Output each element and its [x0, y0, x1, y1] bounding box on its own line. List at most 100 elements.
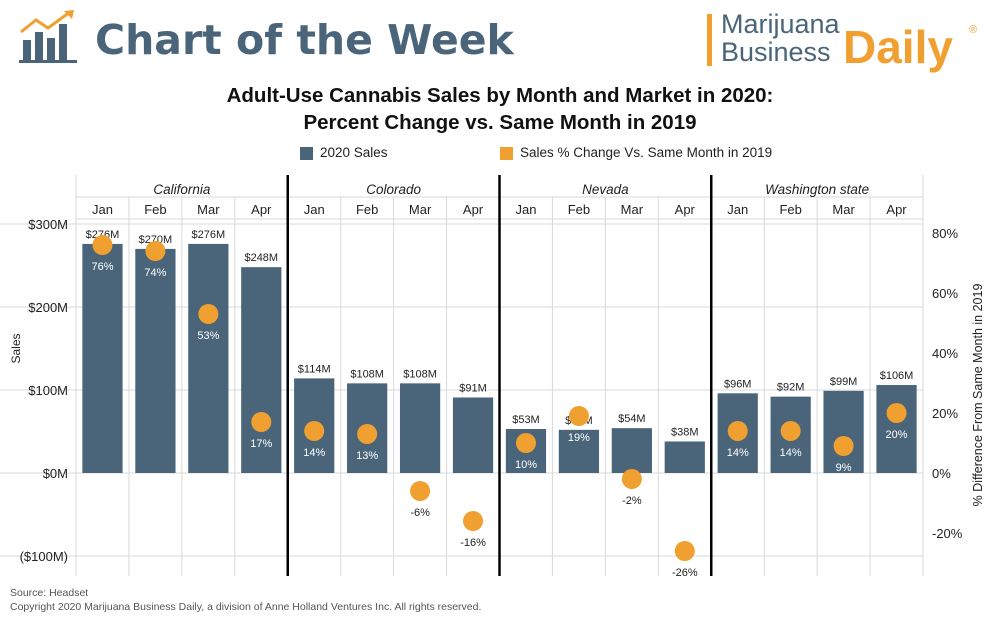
sales-value-label: $114M [298, 363, 331, 375]
pct-change-label: -26% [672, 567, 698, 579]
pct-change-label: 76% [91, 261, 113, 273]
pct-change-label: -2% [622, 495, 642, 507]
month-label: Apr [251, 202, 272, 217]
month-label: Mar [197, 202, 220, 217]
sales-bar [399, 383, 441, 473]
pct-change-label: 20% [886, 429, 908, 441]
sales-value-label: $38M [671, 426, 699, 438]
pct-change-label: 53% [197, 330, 219, 342]
pct-change-dot [251, 412, 272, 432]
month-label: Feb [779, 202, 801, 217]
sales-value-label: $106M [880, 370, 914, 382]
pct-change-label: 19% [568, 432, 590, 444]
sales-value-label: $54M [618, 413, 646, 425]
logo-accent-bar [707, 14, 712, 66]
sales-value-label: $270M [139, 234, 173, 246]
chart-title-line-1: Adult-Use Cannabis Sales by Month and Ma… [226, 84, 774, 107]
month-label: Mar [832, 202, 855, 217]
y-axis-title: Sales [9, 333, 23, 363]
sales-bar [664, 441, 705, 473]
sales-value-label: $99M [830, 376, 858, 388]
sales-bar [135, 248, 176, 473]
month-label: Jan [727, 202, 748, 217]
month-label: Mar [409, 202, 432, 217]
month-label: Jan [92, 202, 113, 217]
month-label: Mar [621, 202, 644, 217]
chart-of-the-week-title: Chart of the Week [95, 16, 514, 64]
pct-change-label: 14% [303, 447, 325, 459]
y2-tick-label: 60% [932, 286, 958, 301]
pct-change-dot [568, 406, 589, 426]
header: Chart of the Week Marijuana Business Dai… [0, 0, 1000, 80]
pct-change-dot [780, 421, 801, 441]
sales-value-label: $53M [512, 414, 540, 426]
y-tick-label: $300M [28, 217, 68, 232]
pct-change-label: 10% [515, 459, 537, 471]
month-label: Apr [886, 202, 907, 217]
registered-mark: ® [969, 24, 978, 36]
pct-change-label: 9% [836, 462, 852, 474]
chart-title: Adult-Use Cannabis Sales by Month and Ma… [0, 82, 1000, 136]
y2-axis-title: % Difference From Same Month in 2019 [971, 284, 985, 507]
y2-tick-label: 40% [932, 346, 958, 361]
sales-value-label: $96M [724, 378, 752, 390]
sales-bar [82, 243, 123, 473]
y-tick-label: ($100M) [20, 549, 68, 564]
pct-change-dot [304, 421, 325, 441]
pct-change-dot [357, 424, 378, 444]
market-label: California [153, 182, 211, 197]
pct-change-dot [886, 403, 907, 423]
logo-word-business: Business [721, 37, 831, 67]
sales-value-label: $108M [403, 368, 437, 380]
sales-value-label: $92M [777, 382, 805, 394]
legend-swatch-pct [500, 147, 513, 160]
pct-change-label: 13% [356, 450, 378, 462]
y2-tick-label: 80% [932, 226, 958, 241]
pct-change-label: -6% [410, 507, 430, 519]
pct-change-dot [198, 304, 219, 324]
copyright-note: Copyright 2020 Marijuana Business Daily,… [10, 601, 482, 613]
y2-tick-label: -20% [932, 526, 963, 541]
logo-word-daily: Daily [843, 21, 953, 73]
pct-change-dot [515, 433, 536, 453]
month-label: Jan [304, 202, 325, 217]
month-label: Feb [568, 202, 590, 217]
sales-bar [611, 428, 652, 473]
pct-change-dot [463, 511, 484, 531]
publisher-logo: Marijuana Business Daily ® [707, 10, 992, 72]
sales-value-label: $248M [244, 252, 278, 264]
y2-tick-label: 20% [932, 406, 958, 421]
sales-chart: $300M $200M $100M $0M ($100M) 80% 60% 40% 20% 0% -… [0, 175, 985, 579]
legend-label-pct: Sales % Change Vs. Same Month in 2019 [520, 145, 773, 160]
y-tick-label: $100M [28, 383, 68, 398]
sales-bar [452, 397, 494, 473]
sales-value-label: $108M [350, 368, 384, 380]
pct-change-dot [727, 421, 748, 441]
pct-change-label: -16% [460, 537, 486, 549]
market-label: Nevada [582, 182, 629, 197]
pct-change-label: 17% [250, 438, 272, 450]
sales-value-label: $91M [459, 382, 487, 394]
month-label: Apr [463, 202, 484, 217]
pct-change-dot [621, 469, 642, 489]
bar-chart-logo-icon [19, 10, 77, 63]
pct-change-dot [833, 436, 854, 456]
pct-change-dot [410, 481, 431, 501]
sales-bar [823, 390, 864, 473]
month-label: Jan [515, 202, 536, 217]
legend-label-sales: 2020 Sales [320, 145, 388, 160]
pct-change-dot [145, 241, 166, 261]
pct-change-label: 14% [780, 447, 802, 459]
sales-bar [241, 267, 282, 473]
source-note: Source: Headset [10, 587, 89, 599]
sales-value-label: $276M [86, 229, 120, 241]
y-tick-label: $0M [43, 466, 68, 481]
market-label: Colorado [366, 182, 421, 197]
market-label: Washington state [765, 182, 869, 197]
y2-tick-label: 0% [932, 466, 951, 481]
logo-word-marijuana: Marijuana [721, 9, 840, 39]
month-label: Feb [356, 202, 378, 217]
pct-change-dot [674, 541, 695, 561]
legend-swatch-sales [300, 147, 313, 160]
sales-bar [558, 429, 600, 473]
